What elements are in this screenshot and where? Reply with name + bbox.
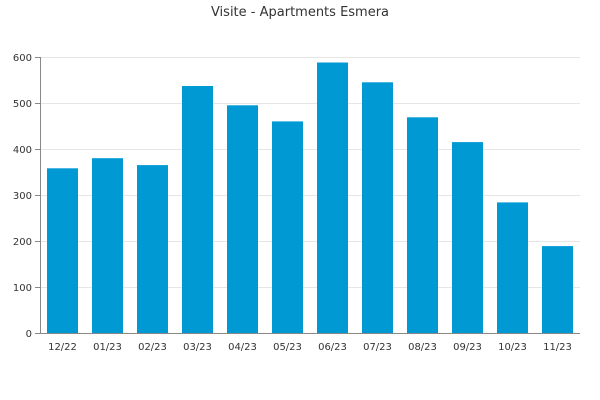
bar <box>272 121 303 334</box>
chart-title: Visite - Apartments Esmera <box>211 5 389 20</box>
y-tick-label: 600 <box>13 53 32 64</box>
y-tick-label: 300 <box>13 191 32 202</box>
bar <box>407 117 438 333</box>
bar <box>497 202 528 333</box>
grid-lines <box>40 57 580 288</box>
bar <box>182 86 213 333</box>
x-tick-label: 08/23 <box>408 342 437 353</box>
x-tick-label: 06/23 <box>318 342 347 353</box>
axes <box>35 57 580 334</box>
y-tick-labels: 0 100 200 300 400 500 600 <box>13 53 32 340</box>
bar <box>452 142 483 333</box>
bar <box>227 105 258 333</box>
bar <box>137 165 168 333</box>
x-tick-label: 12/22 <box>48 342 77 353</box>
bar <box>47 168 78 333</box>
y-tick-label: 100 <box>13 283 32 294</box>
x-tick-label: 10/23 <box>498 342 527 353</box>
x-tick-label: 09/23 <box>453 342 482 353</box>
bar <box>362 82 393 333</box>
y-tick-label: 200 <box>13 237 32 248</box>
y-tick-label: 0 <box>26 329 32 340</box>
x-tick-labels: 12/22 01/23 02/23 03/23 04/23 05/23 06/23 07/23… <box>48 342 572 353</box>
bar <box>317 62 348 333</box>
y-tick-label: 400 <box>13 145 32 156</box>
x-tick-label: 01/23 <box>93 342 122 353</box>
x-tick-label: 05/23 <box>273 342 302 353</box>
x-tick-label: 02/23 <box>138 342 167 353</box>
bars <box>47 62 573 334</box>
y-tick-label: 500 <box>13 99 32 110</box>
x-tick-label: 03/23 <box>183 342 212 353</box>
bar <box>92 158 123 333</box>
x-tick-label: 04/23 <box>228 342 257 353</box>
x-tick-label: 11/23 <box>543 342 572 353</box>
x-tick-label: 07/23 <box>363 342 392 353</box>
bar <box>542 246 573 333</box>
